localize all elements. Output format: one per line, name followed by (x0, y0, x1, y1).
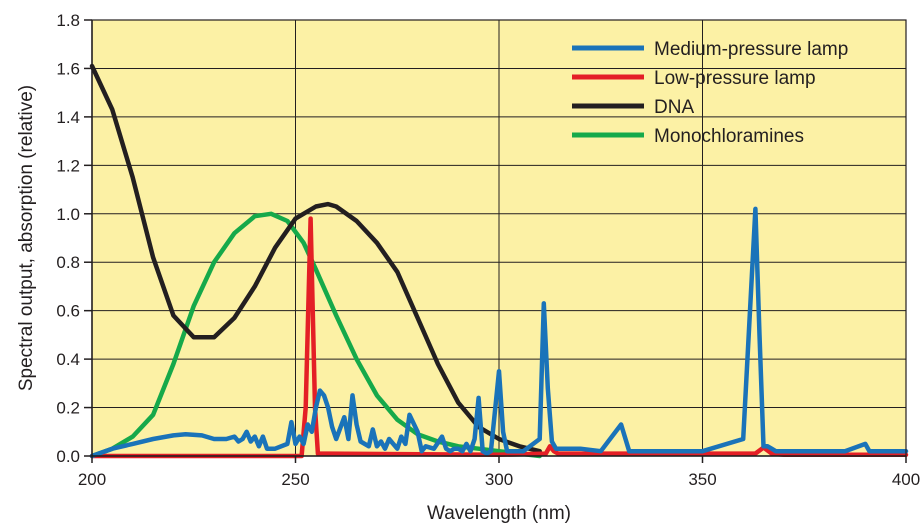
series-line-dna (89, 63, 542, 454)
series-layer (89, 63, 909, 459)
y-tick-label: 0.8 (56, 253, 80, 272)
x-tick-label: 300 (485, 470, 513, 489)
legend-label: Low-pressure lamp (654, 68, 816, 89)
x-tick-label: 200 (78, 470, 106, 489)
x-axis-title: Wavelength (nm) (427, 503, 571, 524)
x-tick-label: 250 (281, 470, 309, 489)
y-tick-label: 0.6 (56, 302, 80, 321)
series-line-medium-pressure-lamp (89, 206, 909, 459)
y-tick-label: 0.0 (56, 447, 80, 466)
x-tick-label: 350 (688, 470, 716, 489)
y-tick-label: 1.8 (56, 11, 80, 30)
y-tick-label: 0.4 (56, 350, 80, 369)
y-tick-label: 1.2 (56, 156, 80, 175)
y-tick-label: 0.2 (56, 399, 80, 418)
y-tick-label: 1.6 (56, 59, 80, 78)
axes: 0.0 0.2 0.4 0.6 0.8 1.0 1.2 1.4 1.6 1.8 200 250 300 3… (56, 11, 920, 489)
legend-label: Medium-pressure lamp (654, 39, 848, 60)
legend-label: Monochloramines (654, 126, 804, 147)
y-tick-label: 1.4 (56, 108, 80, 127)
legend-label: DNA (654, 97, 694, 118)
x-tick-label: 400 (892, 470, 920, 489)
legend: Medium-pressure lamp Low-pressure lamp DNA… (572, 39, 848, 147)
y-axis-title: Spectral output, absorption (relative) (16, 85, 37, 391)
y-tick-label: 1.0 (56, 205, 80, 224)
